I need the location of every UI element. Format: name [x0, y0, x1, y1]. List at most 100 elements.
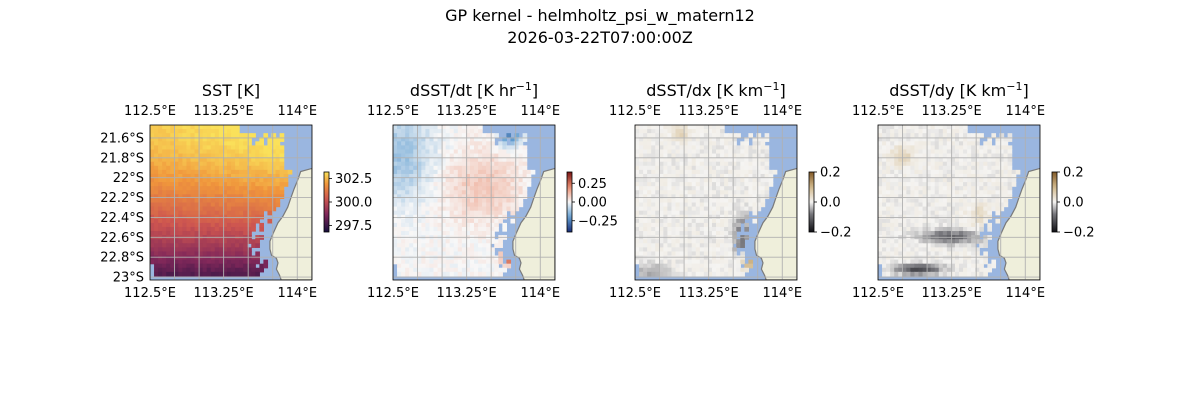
- heatmap-cell: [971, 243, 976, 248]
- heatmap-cell: [679, 145, 685, 151]
- heatmap-cell: [975, 202, 980, 208]
- heatmap-cell: [222, 182, 228, 187]
- heatmap-cell: [457, 226, 463, 232]
- heatmap-cell: [226, 149, 232, 155]
- heatmap-cell: [150, 149, 155, 155]
- heatmap-cell: [651, 190, 656, 195]
- heatmap-cell: [752, 141, 758, 146]
- heatmap-cell: [975, 153, 980, 159]
- heatmap-cell: [158, 190, 163, 195]
- heatmap-cell: [267, 149, 273, 155]
- heatmap-cell: [461, 149, 467, 155]
- heatmap-cell: [445, 222, 451, 228]
- heatmap-cell: [202, 243, 208, 248]
- heatmap-cell: [498, 186, 503, 191]
- heatmap-cell: [405, 226, 410, 232]
- heatmap-cell: [967, 161, 972, 167]
- heatmap-cell: [736, 255, 741, 261]
- heatmap-cell: [707, 271, 713, 277]
- heatmap-cell: [699, 218, 705, 224]
- heatmap-cell: [918, 231, 924, 236]
- heatmap-cell: [991, 149, 997, 155]
- heatmap-cell: [926, 247, 932, 253]
- heatmap-cell: [950, 153, 956, 159]
- heatmap-cell: [453, 218, 459, 224]
- heatmap-cell: [198, 267, 204, 273]
- heatmap-cell: [158, 231, 163, 236]
- heatmap-cell: [946, 271, 952, 277]
- lon-tick-label-top: 113.25°E: [194, 104, 254, 119]
- heatmap-cell: [478, 239, 483, 244]
- heatmap-cell: [405, 173, 410, 179]
- heatmap-cell: [166, 161, 171, 167]
- heatmap-cell: [667, 182, 673, 187]
- heatmap-cell: [647, 226, 652, 232]
- heatmap-cell: [231, 169, 236, 175]
- heatmap-cell: [186, 194, 192, 200]
- heatmap-cell: [417, 133, 422, 138]
- heatmap-cell: [182, 198, 188, 204]
- heatmap-cell: [671, 129, 677, 134]
- heatmap-cell: [934, 202, 940, 208]
- heatmap-cell: [445, 161, 451, 167]
- heatmap-cell: [918, 247, 924, 253]
- heatmap-cell: [744, 222, 749, 228]
- heatmap-cell: [190, 178, 196, 183]
- heatmap-cell: [490, 210, 495, 216]
- heatmap-cell: [647, 243, 652, 248]
- heatmap-cell: [756, 173, 762, 179]
- heatmap-cell: [445, 194, 451, 200]
- heatmap-cell: [494, 198, 499, 204]
- lon-tick-label-bottom: 114°E: [521, 286, 561, 301]
- heatmap-cell: [934, 255, 940, 261]
- heatmap-cell: [243, 178, 248, 183]
- heatmap-cell: [202, 202, 208, 208]
- heatmap-cell: [736, 239, 741, 244]
- heatmap-cell: [235, 161, 240, 167]
- heatmap-cell: [170, 263, 175, 269]
- heatmap-cell: [486, 198, 491, 204]
- heatmap-cell: [263, 161, 269, 167]
- heatmap-cell: [218, 251, 224, 257]
- heatmap-cell: [744, 141, 749, 146]
- heatmap-cell: [247, 202, 252, 208]
- heatmap-cell: [222, 202, 228, 208]
- heatmap-cell: [190, 182, 196, 187]
- heatmap-cell: [898, 202, 903, 208]
- heatmap-cell: [679, 169, 685, 175]
- heatmap-cell: [226, 267, 232, 273]
- panel-title: dSST/dt [K hr−1]: [410, 80, 538, 100]
- heatmap-cell: [190, 145, 196, 151]
- heatmap-cell: [194, 271, 200, 277]
- heatmap-cell: [667, 145, 673, 151]
- heatmap-cell: [691, 157, 697, 163]
- heatmap-cell: [441, 255, 447, 261]
- heatmap-cell: [461, 165, 467, 171]
- heatmap-cell: [914, 226, 920, 232]
- heatmap-cell: [699, 247, 705, 253]
- heatmap-cell: [461, 129, 467, 134]
- heatmap-cell: [506, 149, 512, 155]
- heatmap-cell: [150, 194, 155, 200]
- heatmap-cell: [514, 182, 520, 187]
- heatmap-cell: [502, 145, 507, 151]
- heatmap-cell: [425, 153, 431, 159]
- heatmap-cell: [910, 186, 916, 191]
- heatmap-cell: [707, 169, 713, 175]
- heatmap-cell: [711, 125, 717, 130]
- heatmap-cell: [663, 178, 668, 183]
- heatmap-cell: [671, 157, 677, 163]
- heatmap-cell: [397, 271, 402, 277]
- heatmap-cell: [214, 259, 220, 265]
- heatmap-cell: [226, 153, 232, 159]
- heatmap-cell: [158, 239, 163, 244]
- heatmap-cell: [162, 194, 167, 200]
- heatmap-cell: [275, 137, 281, 142]
- heatmap-cell: [247, 161, 252, 167]
- heatmap-cell: [918, 165, 924, 171]
- heatmap-cell: [194, 145, 200, 151]
- heatmap-cell: [938, 169, 944, 175]
- heatmap-cell: [663, 226, 668, 232]
- heatmap-cell: [271, 182, 277, 187]
- heatmap-cell: [691, 198, 697, 204]
